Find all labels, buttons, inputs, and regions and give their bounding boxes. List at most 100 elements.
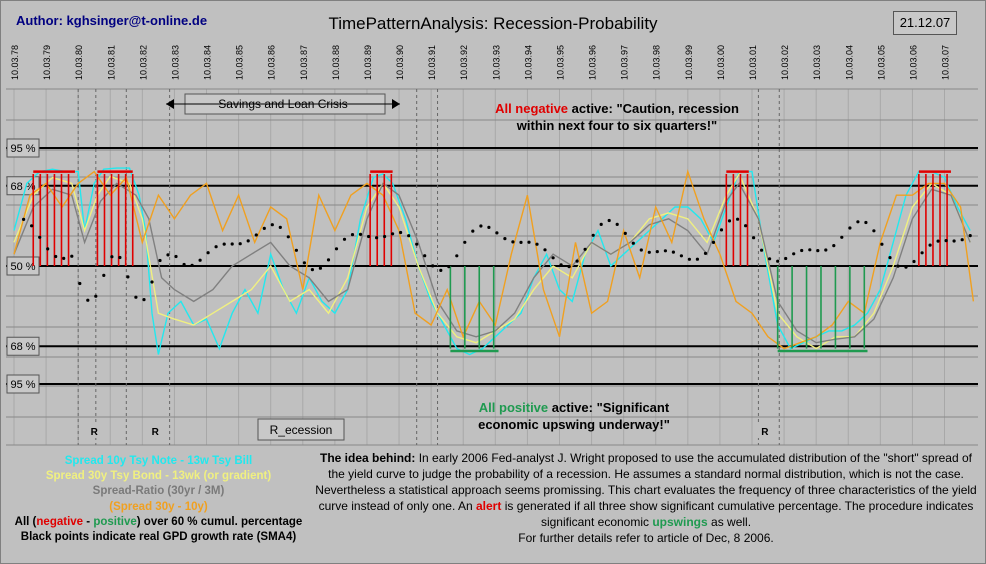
legend-positive: positive: [93, 515, 137, 528]
gdp-point: [326, 258, 331, 262]
gdp-point: [856, 220, 860, 224]
x-tick-label: 10.03.92: [459, 45, 469, 80]
gdp-point: [904, 265, 908, 269]
x-tick-label: 10.03.99: [684, 45, 694, 80]
legend-yellow: Spread 30y Tsy Bond - 13wk (or gradient): [45, 470, 272, 483]
x-tick-label: 10.03.97: [620, 45, 630, 80]
positive-annotation-line1: All positive active: "Significant: [479, 400, 670, 415]
gdp-point: [38, 235, 42, 239]
gdp-point: [583, 247, 587, 251]
x-tick-label: 10.03.91: [427, 45, 437, 80]
gdp-point: [736, 217, 740, 221]
series-line: [13, 169, 975, 350]
gdp-point: [599, 222, 603, 226]
gdp-point: [719, 228, 724, 232]
gdp-point: [744, 224, 748, 228]
gdp-point: [687, 257, 692, 261]
gdp-point: [559, 263, 563, 267]
x-tick-label: 10.03.85: [235, 45, 245, 80]
gdp-point: [840, 235, 844, 239]
negative-suffix: active: "Caution, recession: [568, 101, 739, 116]
legend-cyan: Spread 10y Tsy Note - 13w Tsy Bill: [64, 455, 253, 467]
gdp-point: [487, 225, 491, 229]
y-tick-label: 50 %: [10, 261, 35, 273]
gdp-point: [768, 257, 772, 261]
x-tick-label: 10.03.88: [331, 45, 341, 80]
gdp-point: [94, 294, 98, 298]
gdp-point: [262, 226, 266, 230]
series-line: [13, 167, 971, 356]
gdp-point: [952, 239, 956, 243]
gdp-point: [182, 262, 186, 267]
gdp-point: [800, 248, 804, 253]
x-tick-label: 10.03.80: [74, 45, 84, 80]
gdp-point: [375, 236, 379, 240]
idea-p1: In early 2006 Fed-analyst J. Wright prop…: [315, 451, 977, 514]
gdp-point: [944, 239, 948, 243]
idea-p4: For further details refer to article of …: [518, 531, 774, 546]
gdp-point: [342, 237, 347, 241]
y-tick-box: [6, 138, 40, 158]
gdp-point: [960, 238, 964, 242]
gdp-point: [318, 266, 322, 270]
legend: Spread 10y Tsy Note - 13w Tsy Bill Sprea…: [6, 454, 311, 545]
x-tick-label: 10.03.06: [908, 45, 918, 80]
gdp-point: [567, 265, 571, 269]
gdp-point: [62, 256, 66, 260]
gdp-point: [776, 259, 780, 263]
gdp-point: [415, 242, 419, 246]
recession-marker: R: [152, 427, 160, 438]
y-tick-label: 68 %: [10, 181, 35, 193]
gdp-point: [695, 257, 700, 261]
gdp-point: [792, 252, 796, 256]
x-tick-label: 10.03.82: [138, 45, 148, 80]
gdp-point: [54, 254, 58, 259]
negative-prefix: All: [495, 101, 515, 116]
gdp-point: [527, 240, 531, 244]
x-tick-label: 10.03.89: [363, 45, 373, 80]
gdp-point: [896, 264, 900, 268]
gdp-point: [86, 298, 90, 302]
idea-text: The idea behind: In early 2006 Fed-analy…: [312, 450, 980, 547]
y-tick-box: [6, 374, 40, 394]
idea-p3: as well.: [707, 515, 752, 530]
gdp-point: [928, 243, 932, 247]
recession-marker-box: [756, 422, 773, 438]
gdp-point: [214, 245, 218, 249]
date-box: 21.12.07: [893, 11, 957, 35]
gdp-point: [711, 240, 716, 244]
gdp-point: [615, 222, 619, 226]
gdp-point: [206, 251, 210, 255]
gdp-point: [463, 240, 467, 244]
negative-annotation-line1: All negative active: "Caution, recession: [495, 101, 739, 116]
gdp-point: [118, 255, 122, 260]
gdp-point: [808, 248, 812, 252]
gdp-point: [198, 258, 202, 262]
gdp-point: [166, 253, 170, 257]
gdp-point: [222, 242, 226, 246]
gdp-point: [679, 254, 684, 258]
x-tick-label: 10.03.95: [555, 45, 565, 80]
gdp-point: [880, 242, 884, 246]
recession-marker-box: [147, 422, 164, 438]
gdp-point: [126, 275, 130, 279]
x-tick-label: 10.03.86: [267, 45, 277, 80]
x-tick-label: 10.03.81: [106, 45, 116, 80]
gdp-point: [150, 280, 154, 284]
gdp-point: [334, 247, 339, 251]
negative-annotation-line2: within next four to six quarters!": [516, 118, 717, 133]
gdp-point: [968, 234, 972, 238]
positive-word: All positive: [479, 400, 548, 415]
gdp-point: [439, 268, 443, 272]
gdp-point: [270, 223, 274, 227]
gdp-point: [848, 226, 852, 230]
gdp-point: [575, 259, 579, 263]
x-tick-label: 10.03.01: [748, 45, 758, 80]
gdp-point: [254, 233, 258, 237]
y-tick-box: [6, 336, 40, 356]
legend-all-prefix: All (: [14, 515, 37, 528]
gdp-point: [511, 240, 515, 244]
x-tick-label: 10.03.98: [652, 45, 662, 80]
negative-word: negative: [515, 101, 568, 116]
gdp-point: [703, 251, 708, 255]
